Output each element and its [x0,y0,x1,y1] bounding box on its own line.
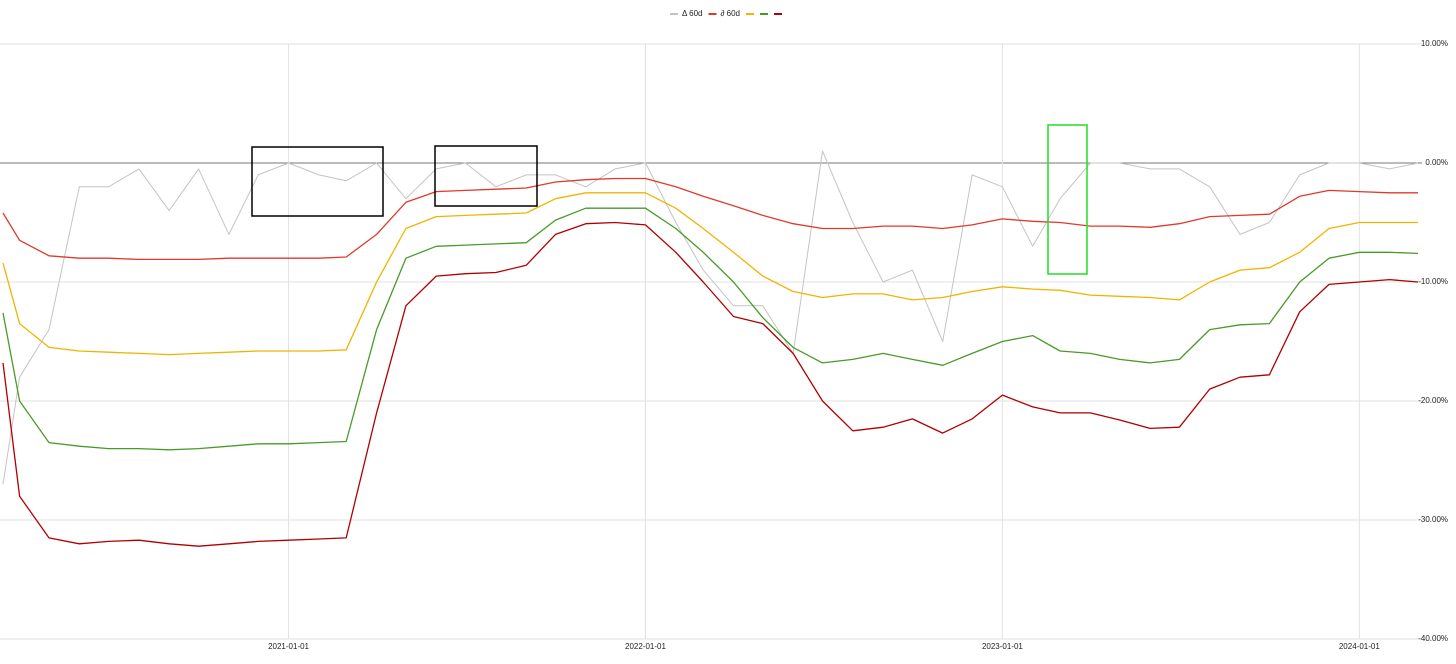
series-line [2,207,1419,451]
highlight-box [251,146,384,217]
x-tick-label: 2024-01-01 [1339,642,1380,651]
series-line [2,150,1419,485]
y-tick-label: -40.00% [1418,634,1448,643]
y-tick-label: 0.00% [1425,158,1448,167]
y-tick-label: -20.00% [1418,396,1448,405]
x-tick-label: 2022-01-01 [625,642,666,651]
highlight-box [434,145,538,207]
legend-label: Δ 60d [682,9,702,18]
series-line [2,192,1418,356]
series-line [2,221,1419,547]
series-line [2,177,1418,261]
legend-label: ∂ 60d [720,9,740,18]
x-tick-label: 2021-01-01 [268,642,309,651]
highlight-box [1047,124,1088,275]
y-tick-label: 10.00% [1421,39,1448,48]
y-tick-label: -10.00% [1418,277,1448,286]
y-tick-label: -30.00% [1418,515,1448,524]
x-tick-label: 2023-01-01 [982,642,1023,651]
